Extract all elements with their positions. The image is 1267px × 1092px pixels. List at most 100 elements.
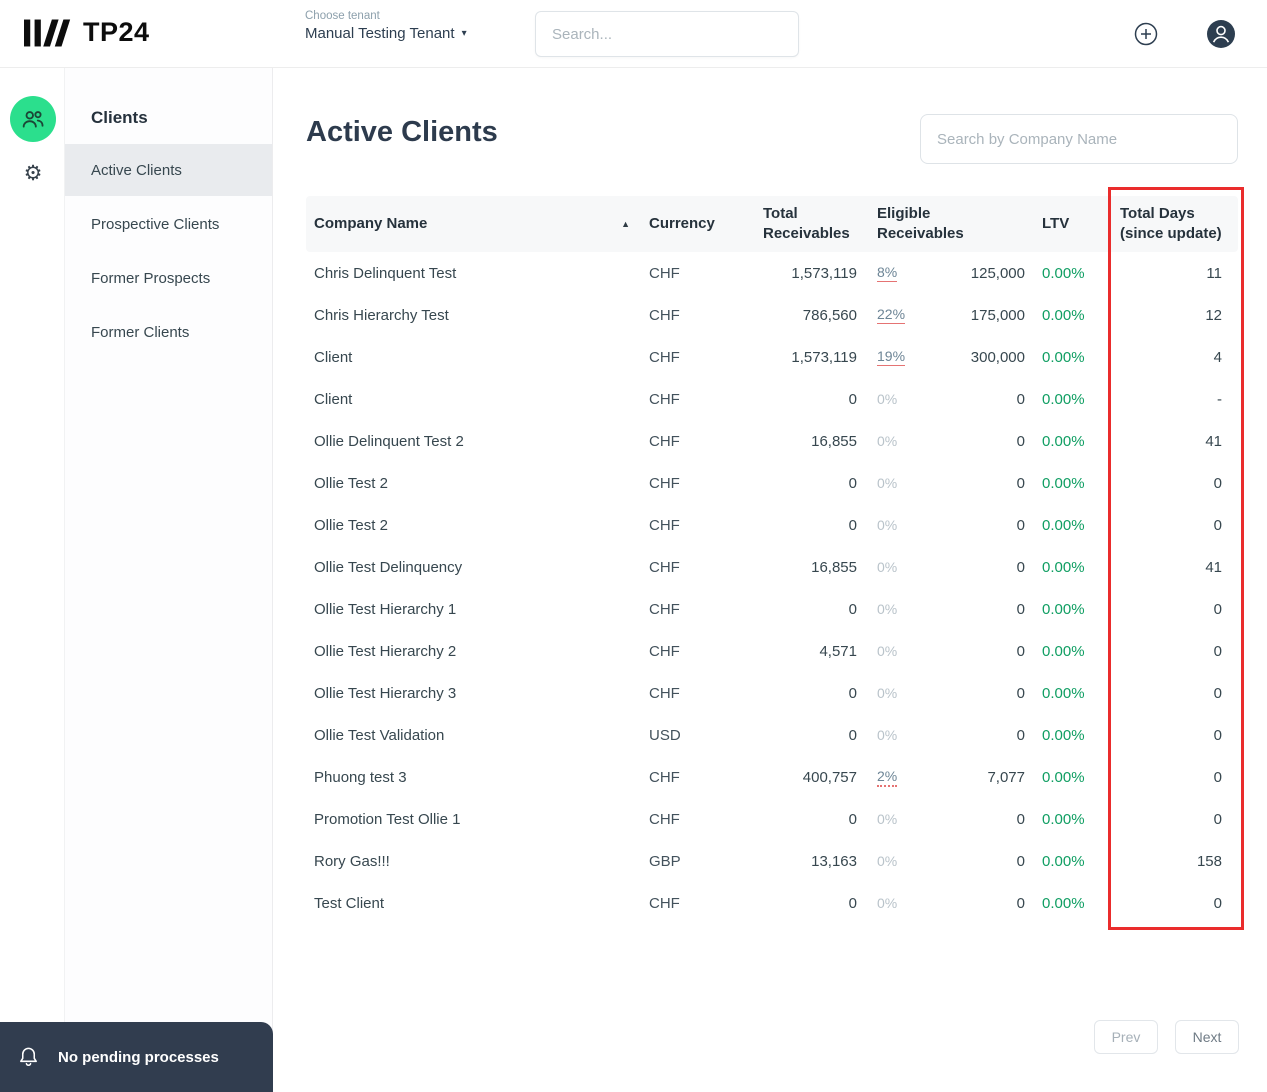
client-row[interactable]: Ollie Test 2 CHF 0 0% 0 0.00% 0 — [306, 462, 1238, 504]
client-row[interactable]: Rory Gas!!! GBP 13,163 0% 0 0.00% 158 — [306, 840, 1238, 882]
company-name-cell: Rory Gas!!! — [314, 852, 390, 870]
total-receivables-cell: 0 — [848, 474, 857, 492]
eligible-percent-value: 0% — [877, 853, 898, 869]
eligible-percent-value: 0% — [877, 685, 898, 701]
client-row[interactable]: Ollie Test Validation USD 0 0% 0 0.00% 0 — [306, 714, 1238, 756]
eligible-amount-cell: 0 — [1016, 852, 1025, 870]
eligible-amount-cell: 0 — [1016, 642, 1025, 660]
currency-cell: USD — [649, 726, 681, 744]
client-row[interactable]: Ollie Delinquent Test 2 CHF 16,855 0% 0 … — [306, 420, 1238, 462]
tenant-selector-label: Choose tenant — [305, 10, 380, 22]
eligible-percent-value: 0% — [877, 895, 898, 911]
column-header-company-name[interactable]: Company Name ▲ — [306, 196, 641, 252]
next-page-button[interactable]: Next — [1175, 1020, 1239, 1054]
company-name-cell: Ollie Test Hierarchy 1 — [314, 600, 457, 618]
eligible-percent-cell: 0% — [861, 588, 913, 630]
currency-cell: CHF — [649, 390, 680, 408]
eligible-percent-cell: 2% — [861, 756, 913, 798]
company-name-cell: Promotion Test Ollie 1 — [314, 810, 461, 828]
column-header-currency[interactable]: Currency — [641, 196, 733, 252]
add-button[interactable] — [1132, 21, 1160, 49]
total-days-cell: 0 — [1213, 684, 1222, 702]
settings-button[interactable]: ⚙ — [18, 159, 48, 189]
company-search-input[interactable] — [920, 114, 1238, 164]
ltv-cell: 0.00% — [1042, 558, 1085, 576]
sidebar-item-former-prospects[interactable]: Former Prospects — [91, 269, 211, 287]
client-row[interactable]: Ollie Test Hierarchy 1 CHF 0 0% 0 0.00% … — [306, 588, 1238, 630]
company-name-cell: Ollie Delinquent Test 2 — [314, 432, 464, 450]
pending-processes-status[interactable]: No pending processes — [0, 1022, 273, 1092]
total-receivables-cell: 1,573,119 — [791, 264, 857, 282]
pending-processes-text: No pending processes — [58, 1048, 219, 1066]
client-row[interactable]: Promotion Test Ollie 1 CHF 0 0% 0 0.00% … — [306, 798, 1238, 840]
eligible-percent-cell: 0% — [861, 798, 913, 840]
client-row[interactable]: Test Client CHF 0 0% 0 0.00% 0 — [306, 882, 1238, 924]
eligible-percent-cell: 0% — [861, 672, 913, 714]
ltv-cell: 0.00% — [1042, 348, 1085, 366]
plus-circle-icon — [1134, 22, 1158, 46]
total-days-cell: 158 — [1196, 852, 1222, 870]
sidebar-item-former-clients[interactable]: Former Clients — [91, 323, 190, 341]
bell-icon — [20, 1047, 37, 1066]
total-days-cell: 0 — [1213, 516, 1222, 534]
eligible-amount-cell: 0 — [1016, 894, 1025, 912]
total-receivables-cell: 0 — [848, 684, 857, 702]
currency-cell: CHF — [649, 684, 680, 702]
sidebar-item-prospective-clients[interactable]: Prospective Clients — [91, 215, 220, 233]
total-days-cell: 41 — [1205, 432, 1222, 450]
total-days-cell: 0 — [1213, 474, 1222, 492]
main-content: Active Clients Company Name ▲ — [273, 68, 1267, 1092]
ltv-cell: 0.00% — [1042, 810, 1085, 828]
column-header-total-days[interactable]: Total Days (since update) — [1114, 196, 1238, 252]
prev-page-button[interactable]: Prev — [1094, 1020, 1158, 1054]
currency-cell: CHF — [649, 306, 680, 324]
client-row[interactable]: Client CHF 1,573,119 19% 300,000 0.00% 4 — [306, 336, 1238, 378]
currency-cell: CHF — [649, 642, 680, 660]
eligible-percent-value: 0% — [877, 643, 898, 659]
client-row[interactable]: Chris Hierarchy Test CHF 786,560 22% 175… — [306, 294, 1238, 336]
eligible-percent-cell: 0% — [861, 840, 913, 882]
client-row[interactable]: Client CHF 0 0% 0 0.00% - — [306, 378, 1238, 420]
column-header-ltv[interactable]: LTV — [1026, 196, 1114, 252]
ltv-cell: 0.00% — [1042, 474, 1085, 492]
top-header: TP24 Choose tenant Manual Testing Tenant… — [0, 0, 1267, 68]
eligible-percent-value[interactable]: 22% — [877, 306, 906, 324]
sidebar-item-active-clients[interactable]: Active Clients — [65, 144, 272, 196]
table-header-row: Company Name ▲ Currency Total Receivable… — [306, 196, 1238, 252]
eligible-amount-cell: 0 — [1016, 684, 1025, 702]
clients-nav-button[interactable] — [10, 96, 56, 142]
total-receivables-cell: 13,163 — [811, 852, 857, 870]
user-menu-button[interactable] — [1206, 19, 1236, 49]
client-row[interactable]: Chris Delinquent Test CHF 1,573,119 8% 1… — [306, 252, 1238, 294]
total-days-cell: 41 — [1205, 558, 1222, 576]
tenant-name: Manual Testing Tenant — [305, 25, 455, 42]
client-row[interactable]: Phuong test 3 CHF 400,757 2% 7,077 0.00%… — [306, 756, 1238, 798]
column-header-eligible-receivables[interactable]: Eligible Receivables — [861, 196, 1026, 252]
client-row[interactable]: Ollie Test Hierarchy 3 CHF 0 0% 0 0.00% … — [306, 672, 1238, 714]
currency-cell: GBP — [649, 852, 681, 870]
column-header-total-receivables[interactable]: Total Receivables — [733, 196, 861, 252]
total-days-cell: 11 — [1206, 264, 1222, 282]
total-days-cell: 0 — [1213, 600, 1222, 618]
client-row[interactable]: Ollie Test Hierarchy 2 CHF 4,571 0% 0 0.… — [306, 630, 1238, 672]
tenant-selector[interactable]: Choose tenant Manual Testing Tenant ▾ — [305, 10, 467, 42]
ltv-cell: 0.00% — [1042, 600, 1085, 618]
currency-cell: CHF — [649, 894, 680, 912]
client-row[interactable]: Ollie Test Delinquency CHF 16,855 0% 0 0… — [306, 546, 1238, 588]
total-days-cell: 0 — [1213, 810, 1222, 828]
eligible-amount-cell: 0 — [1016, 390, 1025, 408]
total-receivables-cell: 0 — [848, 390, 857, 408]
eligible-percent-value[interactable]: 19% — [877, 348, 906, 366]
eligible-percent-value[interactable]: 8% — [877, 264, 898, 282]
eligible-percent-cell: 0% — [861, 378, 913, 420]
client-row[interactable]: Ollie Test 2 CHF 0 0% 0 0.00% 0 — [306, 504, 1238, 546]
eligible-percent-value[interactable]: 2% — [877, 768, 898, 787]
total-days-cell: 0 — [1213, 894, 1222, 912]
eligible-percent-value: 0% — [877, 391, 898, 407]
eligible-amount-cell: 0 — [1016, 726, 1025, 744]
global-search-input[interactable] — [535, 11, 799, 57]
people-icon — [22, 111, 44, 128]
sort-ascending-icon: ▲ — [621, 218, 630, 229]
eligible-percent-value: 0% — [877, 601, 898, 617]
ltv-cell: 0.00% — [1042, 726, 1085, 744]
